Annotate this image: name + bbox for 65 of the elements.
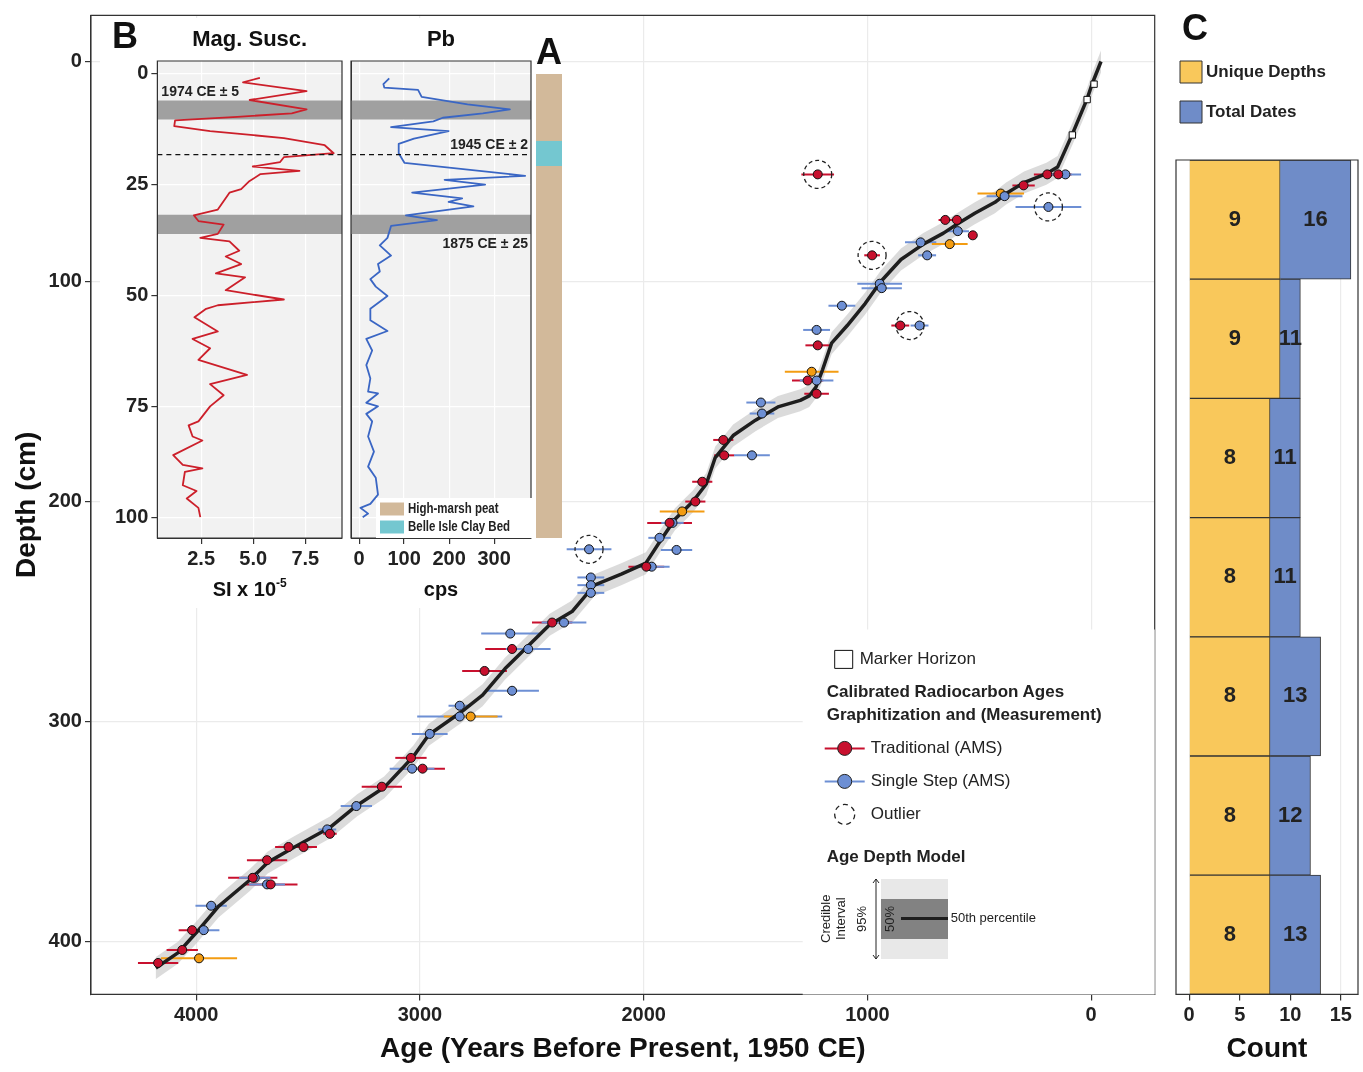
legend-label: 50th percentile: [950, 910, 1036, 926]
x-axis-title: Count: [1226, 1031, 1308, 1063]
data-label: 8: [1223, 563, 1237, 589]
x-tick-label: 4000: [173, 1002, 219, 1025]
legend-label: Unique Depths: [1206, 61, 1326, 81]
data-label: 8: [1223, 444, 1237, 470]
data-label: 8: [1223, 682, 1237, 708]
annotation: B: [112, 14, 138, 56]
total-label: 16: [1303, 205, 1328, 231]
y-tick-label: 50: [126, 283, 149, 306]
x-axis-title: Age (Years Before Present, 1950 CE): [380, 1031, 866, 1063]
data-label: 9: [1228, 205, 1242, 231]
y-tick-label: 75: [126, 393, 149, 416]
x-tick-label: 5: [1234, 1002, 1246, 1025]
y-tick-label: 0: [70, 49, 82, 72]
y-tick-label: 300: [48, 709, 82, 732]
chart-title: C: [1182, 6, 1208, 48]
chart-title: A: [536, 30, 562, 72]
legend-label: Single Step (AMS): [870, 771, 1011, 791]
x-tick-label: 300: [477, 546, 511, 569]
legend-label: Total Dates: [1206, 101, 1297, 121]
annotation: 50%: [881, 905, 897, 935]
x-tick-label: 7.5: [291, 546, 320, 569]
x-tick-label: 2.5: [187, 546, 216, 569]
y-tick-label: 100: [114, 504, 149, 527]
legend-label: Outlier: [870, 804, 922, 824]
x-tick-label: 1000: [845, 1002, 890, 1025]
y-tick-label: 25: [126, 172, 149, 195]
legend-title: Calibrated Radiocarbon Ages Graphitization and (Measurement): [826, 682, 1102, 725]
chart-title: Pb: [426, 26, 456, 52]
data-label: 8: [1223, 801, 1237, 827]
band-label: 1974 CE ± 5: [161, 83, 240, 100]
annotation: Credible Interval: [817, 894, 848, 946]
x-tick-label: 0: [1183, 1002, 1195, 1025]
data-label: 8: [1223, 920, 1237, 946]
x-tick-label: 15: [1329, 1002, 1352, 1025]
total-label: 12: [1278, 801, 1303, 827]
x-tick-label: 10: [1279, 1002, 1302, 1025]
annotation: Age Depth Model: [826, 847, 966, 867]
x-tick-label: 3000: [397, 1002, 443, 1025]
y-tick-label: 400: [48, 929, 82, 952]
y-tick-label: 0: [137, 61, 149, 84]
y-axis-title: Depth (cm): [9, 431, 41, 578]
x-tick-label: 200: [432, 546, 466, 569]
y-tick-label: 200: [48, 489, 82, 512]
legend-label: High-marsh peat: [408, 499, 500, 517]
x-tick-label: 2000: [621, 1002, 666, 1025]
x-tick-label: 5.0: [239, 546, 268, 569]
total-label: 11: [1273, 563, 1297, 589]
x-axis-title: cps: [423, 578, 459, 600]
x-tick-label: 0: [353, 546, 365, 569]
x-tick-label: 0: [1085, 1002, 1097, 1025]
band-label: 1875 CE ± 25: [442, 234, 529, 251]
total-label: 11: [1273, 444, 1297, 470]
chart-title: Mag. Susc.: [192, 26, 308, 52]
ref-line-label: 1945 CE ± 2: [450, 136, 529, 153]
total-label: 13: [1283, 920, 1308, 946]
legend-label: Belle Isle Clay Bed: [408, 517, 511, 535]
x-tick-label: 100: [387, 546, 421, 569]
annotation: 95%: [853, 905, 869, 935]
legend-label: Traditional (AMS): [870, 738, 1003, 758]
data-label: 9: [1228, 324, 1242, 350]
y-tick-label: 100: [48, 269, 82, 292]
legend-label: Marker Horizon: [859, 649, 976, 669]
total-label: 13: [1283, 682, 1308, 708]
